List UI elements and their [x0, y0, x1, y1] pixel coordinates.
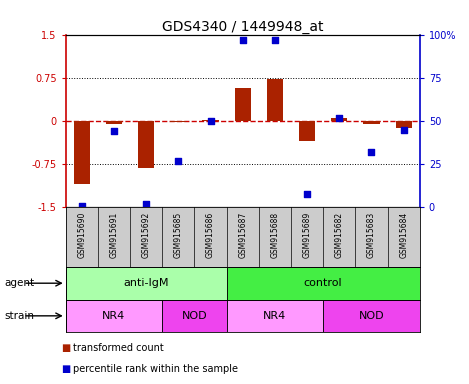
Text: GSM915683: GSM915683 [367, 212, 376, 258]
Text: NOD: NOD [359, 311, 384, 321]
Text: GSM915690: GSM915690 [77, 212, 86, 258]
Text: ■: ■ [61, 364, 70, 374]
Bar [363, 121, 379, 124]
Text: GSM915691: GSM915691 [109, 212, 119, 258]
Bar [74, 121, 90, 184]
Text: agent: agent [5, 278, 35, 288]
Bar [331, 118, 348, 121]
Bar [66, 267, 227, 300]
Bar [106, 121, 122, 124]
Bar [162, 300, 227, 332]
Text: GSM915689: GSM915689 [303, 212, 311, 258]
Text: GSM915682: GSM915682 [335, 212, 344, 258]
Text: transformed count: transformed count [73, 343, 163, 353]
Point [110, 128, 118, 134]
Point [78, 203, 85, 209]
Point [303, 190, 311, 197]
Bar [396, 121, 412, 128]
Text: NOD: NOD [182, 311, 207, 321]
Bar [66, 300, 162, 332]
Text: GSM915687: GSM915687 [238, 212, 247, 258]
Bar [227, 267, 420, 300]
Point [174, 158, 182, 164]
Bar [227, 300, 323, 332]
Text: GSM915692: GSM915692 [142, 212, 151, 258]
Point [271, 37, 279, 43]
Text: anti-IgM: anti-IgM [123, 278, 169, 288]
Bar [203, 120, 219, 121]
Text: control: control [304, 278, 342, 288]
Text: GSM915684: GSM915684 [399, 212, 408, 258]
Bar [170, 121, 186, 122]
Point [207, 118, 214, 124]
Text: GSM915686: GSM915686 [206, 212, 215, 258]
Point [400, 127, 408, 133]
Bar [138, 121, 154, 168]
Point [143, 201, 150, 207]
Point [239, 37, 246, 43]
Text: strain: strain [5, 311, 35, 321]
Bar [323, 300, 420, 332]
Bar [267, 79, 283, 121]
Text: GSM915685: GSM915685 [174, 212, 183, 258]
Text: ■: ■ [61, 343, 70, 353]
Text: NR4: NR4 [263, 311, 287, 321]
Text: percentile rank within the sample: percentile rank within the sample [73, 364, 238, 374]
Bar [299, 121, 315, 141]
Title: GDS4340 / 1449948_at: GDS4340 / 1449948_at [162, 20, 324, 33]
Point [335, 114, 343, 121]
Text: NR4: NR4 [102, 311, 126, 321]
Point [368, 149, 375, 155]
Text: GSM915688: GSM915688 [271, 212, 280, 258]
Bar [234, 88, 251, 121]
